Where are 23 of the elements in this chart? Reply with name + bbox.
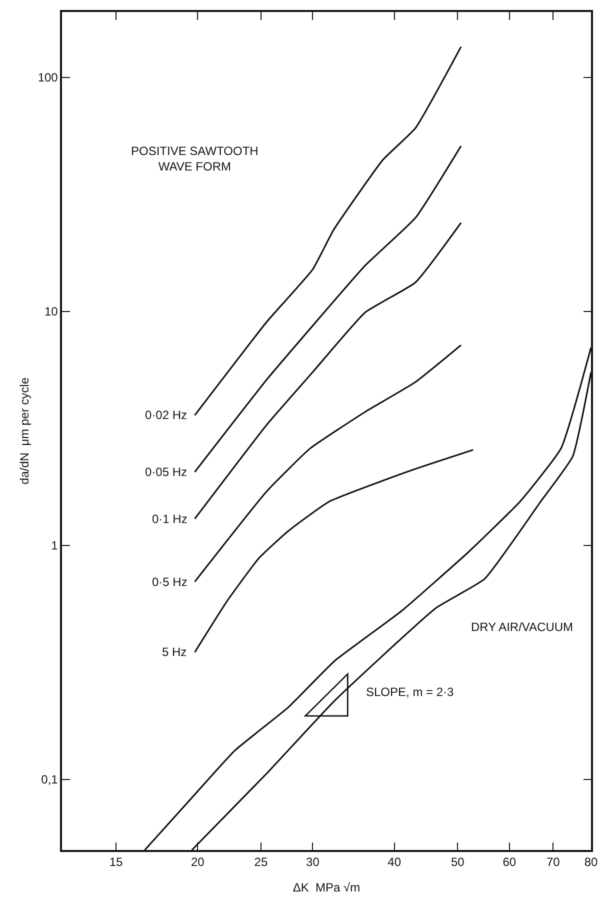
series-label: 0·5 Hz <box>152 575 188 589</box>
x-tick-label: 25 <box>254 855 268 870</box>
annotation: DRY AIR/VACUUM <box>471 620 574 634</box>
y-tick-label: 1 <box>51 538 58 553</box>
x-tick-label: 40 <box>388 855 402 870</box>
series-label: 0·05 Hz <box>145 465 188 479</box>
series-label: 0·1 Hz <box>152 512 188 526</box>
x-tick-label: 70 <box>546 855 560 870</box>
y-tick-label: 10 <box>44 304 58 319</box>
series-label: 0·02 Hz <box>145 408 188 422</box>
series-label: 5 Hz <box>162 645 187 659</box>
x-tick-label: 15 <box>109 855 124 870</box>
x-tick-label: 80 <box>584 855 598 870</box>
y-tick-label: 0,1 <box>41 772 58 787</box>
x-tick-label: 20 <box>190 855 205 870</box>
y-axis-title: da/dN μm per cycle <box>18 377 32 484</box>
annotation: POSITIVE SAWTOOTH WAVE FORM <box>131 144 258 174</box>
x-tick-label: 50 <box>450 855 465 870</box>
x-axis-title: ΔK MPa √m <box>292 880 360 895</box>
x-tick-label: 30 <box>306 855 320 870</box>
y-tick-label: 100 <box>38 70 58 84</box>
x-tick-label: 60 <box>502 855 516 870</box>
annotation: SLOPE, m = 2·3 <box>366 685 454 699</box>
